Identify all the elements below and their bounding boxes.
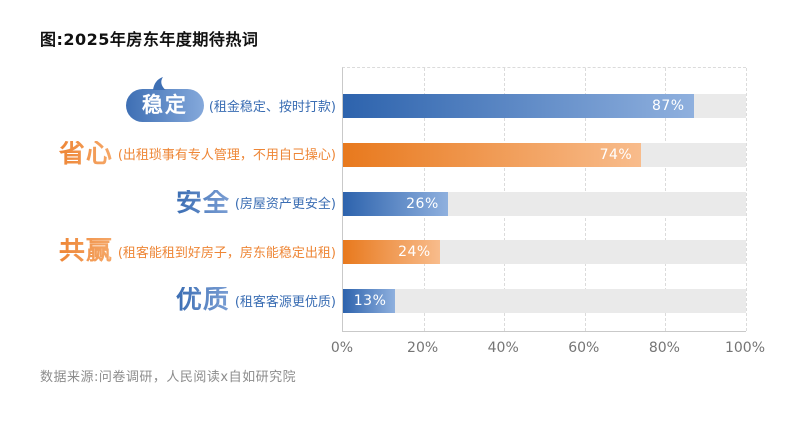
bar-fill: 26% bbox=[343, 191, 448, 216]
keyword-label: 安全 bbox=[175, 187, 230, 218]
x-axis: 0% 20% 40% 60% 80% 100% bbox=[331, 340, 765, 360]
bar-row: 87% bbox=[343, 94, 746, 118]
category-row: 省心 (出租琐事有专人管理，不用自己操心) bbox=[59, 134, 336, 174]
bar-value-label: 26% bbox=[406, 195, 439, 212]
x-tick-label: 20% bbox=[407, 340, 439, 356]
bar-value-label: 87% bbox=[651, 98, 685, 114]
bar-row: 24% bbox=[343, 240, 746, 265]
bar-fill: 87% bbox=[343, 94, 694, 118]
bar-value-label: 13% bbox=[353, 293, 387, 309]
bar-row: 26% bbox=[343, 191, 746, 216]
category-row: 优质 (租客客源更优质) bbox=[176, 280, 336, 320]
category-row: 共赢 (租客能租到好房子，房东能稳定出租) bbox=[59, 231, 336, 271]
bubble-tail-icon bbox=[152, 76, 166, 90]
x-tick-label: 40% bbox=[487, 340, 519, 356]
bar-value-label: 74% bbox=[599, 146, 633, 163]
keyword-label: 稳定 bbox=[141, 92, 188, 117]
bar-row: 74% bbox=[343, 142, 746, 167]
keyword-label: 优质 bbox=[175, 285, 230, 315]
keyword-description: (租客客源更优质) bbox=[234, 294, 336, 310]
bar-track: 26% bbox=[343, 191, 746, 216]
category-row: 稳定 (租金稳定、按时打款) bbox=[125, 76, 336, 125]
keyword-label: 省心 bbox=[58, 138, 113, 169]
x-tick-label: 0% bbox=[330, 340, 354, 356]
bar-row: 13% bbox=[343, 289, 746, 313]
bar-track: 24% bbox=[343, 240, 746, 265]
x-tick-label: 60% bbox=[568, 340, 600, 356]
category-row: 安全 (房屋资产更安全) bbox=[176, 183, 336, 223]
keyword-label: 共赢 bbox=[58, 236, 113, 267]
keyword-description: (房屋资产更安全) bbox=[234, 197, 336, 212]
keyword-description: (租金稳定、按时打款) bbox=[208, 99, 336, 115]
bar-track: 87% bbox=[343, 94, 746, 118]
bar-track: 13% bbox=[343, 289, 746, 313]
keyword-description: (租客能租到好房子，房东能稳定出租) bbox=[117, 245, 336, 261]
x-tick-label: 80% bbox=[648, 340, 680, 356]
bar-track: 74% bbox=[343, 142, 746, 167]
data-source: 数据来源:问卷调研，人民阅读x自如研究院 bbox=[40, 370, 297, 385]
chart-title: 图:2025年房东年度期待热词 bbox=[40, 30, 259, 49]
gridline bbox=[746, 68, 747, 331]
bar-fill: 24% bbox=[343, 240, 440, 265]
category-labels: 稳定 (租金稳定、按时打款) 省心 (出租琐事有专人管理，不用自己操心) 安全 (房屋资产… bbox=[40, 67, 336, 330]
bar-fill: 74% bbox=[343, 142, 642, 167]
bar-value-label: 24% bbox=[398, 244, 431, 261]
plot-area: 87% 74% 26% 24% 13% bbox=[342, 67, 747, 332]
keyword-description: (出租琐事有专人管理，不用自己操心) bbox=[117, 148, 336, 164]
x-tick-label: 100% bbox=[724, 340, 766, 356]
bar-fill: 13% bbox=[343, 289, 396, 313]
keyword-bubble: 稳定 bbox=[125, 76, 204, 122]
